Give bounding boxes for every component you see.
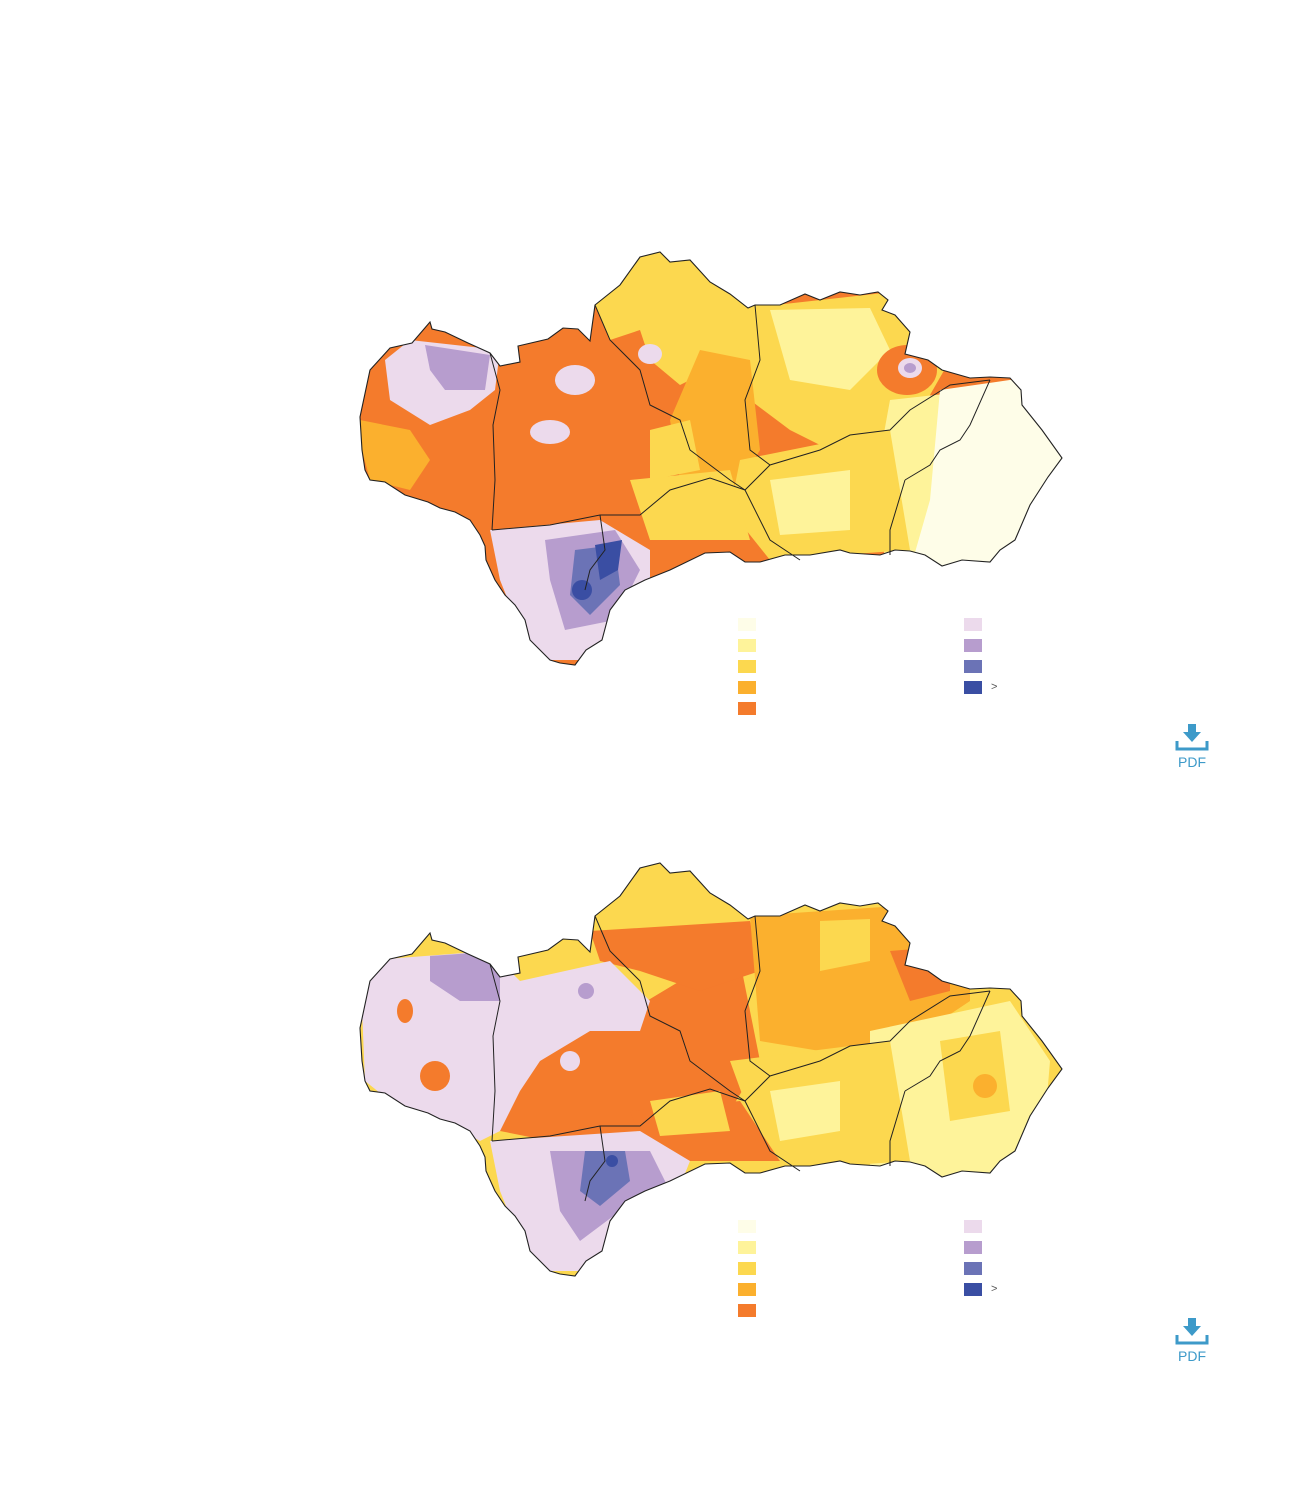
pdf-label: PDF xyxy=(1178,754,1206,770)
legend-swatch xyxy=(964,639,982,652)
pdf-label: PDF xyxy=(1178,1348,1206,1364)
legend-swatch xyxy=(964,1262,982,1275)
legend-swatch xyxy=(738,639,756,652)
legend-swatch xyxy=(738,1220,756,1233)
legend-swatch xyxy=(738,618,756,631)
legend-swatch xyxy=(964,681,982,694)
legend-swatch xyxy=(964,1283,982,1296)
pdf-download-button[interactable]: PDF xyxy=(1170,724,1214,776)
legend-swatch xyxy=(964,660,982,673)
legend-swatch xyxy=(738,660,756,673)
download-icon xyxy=(1175,724,1209,751)
map-panel-2: > PDF xyxy=(0,0,1301,1364)
legend-swatch xyxy=(738,1241,756,1254)
andalusia-map-1 xyxy=(359,251,1063,666)
legend-swatch xyxy=(964,618,982,631)
download-icon xyxy=(1175,1318,1209,1345)
legend-swatch xyxy=(964,1220,982,1233)
legend-label: > xyxy=(991,681,998,693)
andalusia-map-2 xyxy=(359,862,1063,1277)
legend-swatch xyxy=(964,1241,982,1254)
legend-label: > xyxy=(991,1283,998,1295)
legend-swatch xyxy=(738,1262,756,1275)
map-panel-1: > PDF xyxy=(0,0,1301,770)
legend-swatch xyxy=(738,1283,756,1296)
legend-swatch xyxy=(738,681,756,694)
legend-swatch xyxy=(738,1304,756,1317)
legend-swatch xyxy=(738,702,756,715)
pdf-download-button[interactable]: PDF xyxy=(1170,1318,1214,1370)
